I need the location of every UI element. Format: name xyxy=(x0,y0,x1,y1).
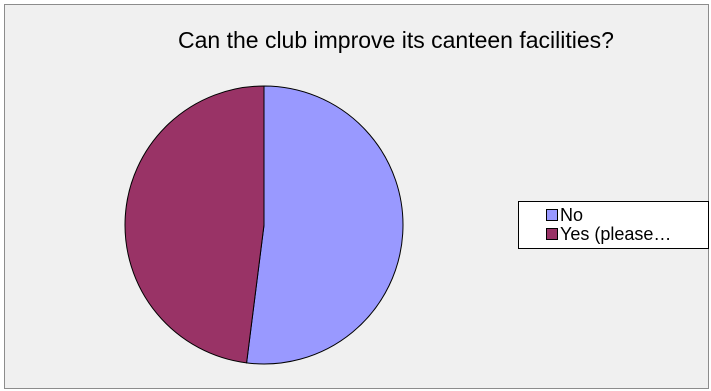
pie-slice-yes xyxy=(124,85,265,364)
chart-title: Can the club improve its canteen facilit… xyxy=(178,27,614,53)
legend: No Yes (please… xyxy=(518,201,709,249)
legend-item-yes: Yes (please… xyxy=(546,224,671,244)
legend-label-no: No xyxy=(560,205,584,225)
legend-swatch-yes xyxy=(546,228,558,240)
legend-swatch-no xyxy=(546,209,558,221)
pie-slice-no xyxy=(246,85,404,365)
legend-item-no: No xyxy=(546,205,583,225)
legend-label-yes: Yes (please… xyxy=(560,224,672,244)
